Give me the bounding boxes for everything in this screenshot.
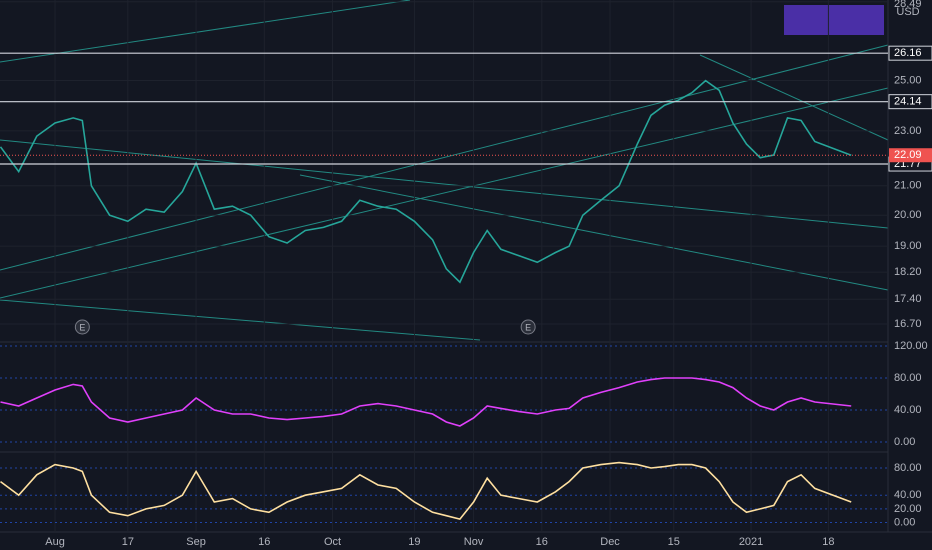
y-tick-label: 23.00: [894, 125, 922, 137]
last-price-tag: [889, 148, 932, 163]
y-tick-label: 19.00: [894, 240, 922, 252]
x-tick-label: 19: [408, 536, 420, 548]
y-tick-label: 28.49: [894, 0, 922, 10]
series-line: [0, 79, 852, 284]
x-tick-label: Dec: [600, 536, 620, 548]
y-tick-label: 17.40: [894, 293, 922, 305]
y-tick-label: 16.70: [894, 318, 922, 330]
x-tick-label: Sep: [186, 536, 206, 548]
event-label: E: [79, 322, 85, 332]
y-tick-label: 80.00: [894, 372, 922, 384]
y-tick-label: 25.00: [894, 74, 922, 86]
y-tick-label: 0.00: [894, 516, 915, 528]
trend-lines: [0, 0, 889, 341]
x-tick-label: 17: [122, 536, 134, 548]
y-tick-label: 120.00: [894, 340, 928, 352]
y-tick-label: 21.00: [894, 180, 922, 192]
level-tag: [888, 45, 932, 61]
x-tick-label: 16: [536, 536, 548, 548]
series-line: [0, 461, 852, 521]
x-tick-label: 18: [822, 536, 834, 548]
x-tick-label: 2021: [739, 536, 763, 548]
last-price-label: 22.09: [894, 149, 922, 161]
drawing-rectangle: [784, 5, 884, 35]
event-marker: [520, 319, 536, 335]
level-label: 24.14: [894, 96, 922, 108]
event-marker: [74, 319, 90, 335]
x-tick-label: Aug: [45, 536, 65, 548]
x-tick-label: Nov: [464, 536, 484, 548]
currency-label: USD: [896, 6, 919, 18]
series-line: [0, 377, 852, 427]
y-tick-label: 40.00: [894, 489, 922, 501]
y-tick-label: 40.00: [894, 404, 922, 416]
y-tick-label: 0.00: [894, 436, 915, 448]
level-label: 26.16: [894, 47, 922, 59]
y-tick-label: 80.00: [894, 462, 922, 474]
y-tick-label: 18.20: [894, 266, 922, 278]
event-label: E: [525, 322, 531, 332]
level-tag: [888, 94, 932, 110]
y-tick-label: 20.00: [894, 503, 922, 515]
y-tick-label: 20.00: [894, 209, 922, 221]
x-tick-label: 15: [668, 536, 680, 548]
x-tick-label: 16: [258, 536, 270, 548]
x-tick-label: Oct: [324, 536, 341, 548]
